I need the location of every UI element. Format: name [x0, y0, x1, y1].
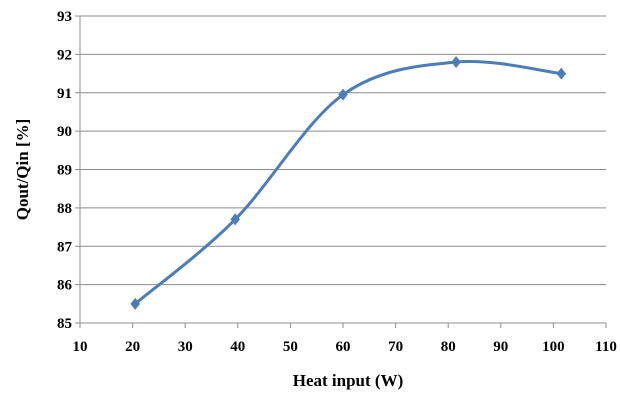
y-tick-label: 90 — [57, 124, 72, 140]
data-point-marker — [338, 88, 348, 101]
x-tick-label: 70 — [388, 339, 403, 355]
y-tick-label: 87 — [57, 239, 73, 255]
grid — [80, 15, 606, 324]
x-axis-title: Heat input (W) — [293, 371, 404, 390]
x-tick-label: 50 — [283, 339, 298, 355]
data-point-marker — [230, 213, 240, 226]
x-tick-label: 80 — [441, 339, 456, 355]
y-tick-label: 91 — [57, 86, 72, 102]
series-layer — [133, 59, 563, 306]
y-tick-labels: 85 86 87 88 89 90 91 92 93 — [57, 9, 73, 332]
y-axis-title: Qout/Qin [%] — [13, 119, 32, 221]
y-tick-label: 86 — [57, 278, 73, 294]
data-point-marker — [556, 67, 567, 80]
y-tick-label: 93 — [57, 9, 72, 25]
y-tick-label: 89 — [57, 163, 72, 179]
x-tick-label: 40 — [230, 339, 245, 355]
y-tick-label: 88 — [57, 201, 72, 217]
x-tick-label: 10 — [73, 339, 88, 355]
x-tick-label: 100 — [542, 339, 565, 355]
x-tick-label: 20 — [125, 339, 140, 355]
markers-layer — [130, 56, 567, 310]
y-tick-label: 92 — [57, 47, 72, 63]
x-tick-label: 30 — [178, 339, 193, 355]
series-line — [133, 59, 563, 306]
x-tick-label: 110 — [595, 339, 617, 355]
x-tick-labels: 10 20 30 40 50 60 70 80 90 100 110 — [73, 339, 617, 355]
x-tick-label: 60 — [336, 339, 351, 355]
x-tick-label: 90 — [493, 339, 508, 355]
data-point-marker — [451, 56, 461, 69]
data-point-marker — [130, 297, 141, 310]
axes — [75, 15, 607, 328]
y-tick-label: 85 — [57, 316, 72, 332]
